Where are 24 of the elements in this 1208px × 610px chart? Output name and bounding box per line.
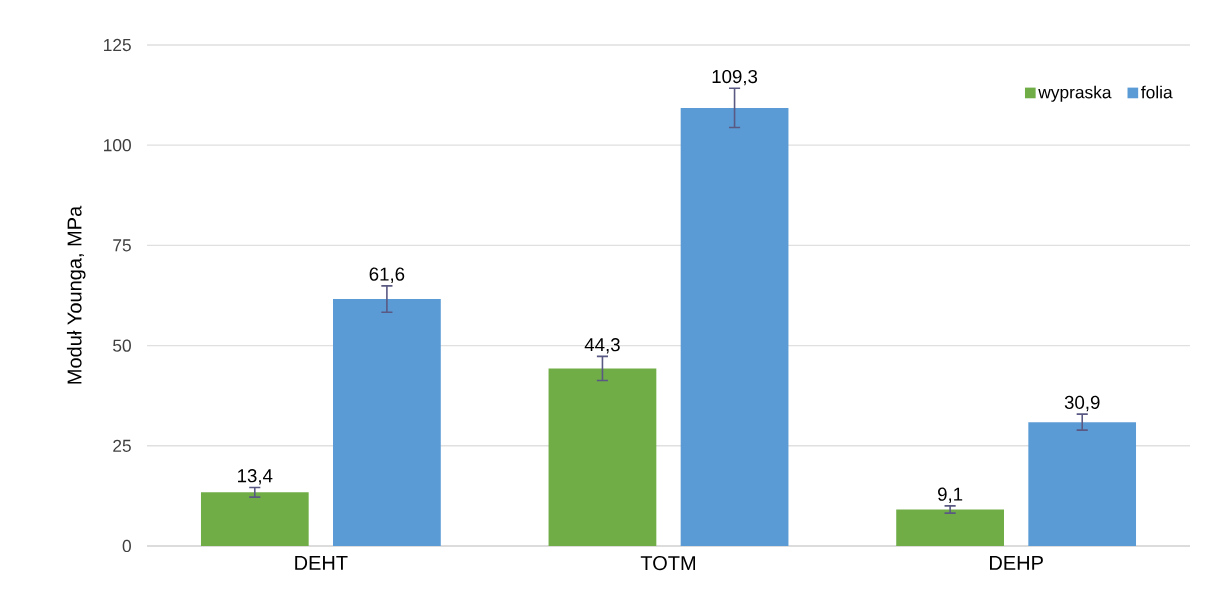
bar (200, 492, 309, 546)
bar (1028, 422, 1137, 546)
x-tick-label: DEHT (295, 556, 348, 570)
data-label: 44,3 (584, 338, 620, 354)
bar (896, 509, 1004, 546)
data-label: 13,4 (238, 469, 273, 485)
y-tick-label: 25 (113, 439, 131, 452)
data-label: 109,3 (712, 69, 758, 86)
x-tick-label: DEHP (990, 556, 1043, 570)
x-tick-label: TOTM (640, 556, 696, 571)
y-axis-title: Moduł Younga, MPa (66, 205, 86, 384)
bar (548, 368, 657, 546)
y-tick-label: 75 (113, 239, 131, 252)
data-label: 30,9 (1064, 395, 1100, 412)
bar (680, 107, 789, 546)
bar (333, 299, 441, 546)
data-label: 61,6 (369, 267, 405, 283)
legend-label: wypraska (1038, 85, 1112, 102)
y-tick-label: 125 (104, 38, 131, 52)
data-label: 9,1 (938, 487, 963, 503)
y-tick-label: 0 (122, 539, 131, 553)
legend-label: folia (1141, 85, 1173, 99)
y-tick-label: 100 (104, 139, 131, 152)
y-tick-label: 50 (113, 339, 131, 352)
